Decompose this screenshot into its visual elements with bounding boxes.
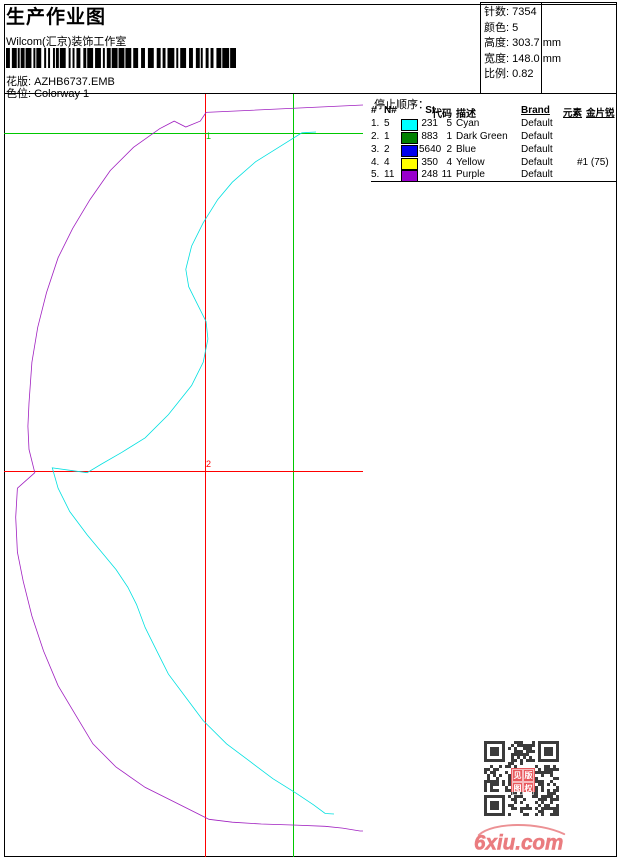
svg-text:6xiu.com: 6xiu.com	[474, 831, 563, 854]
